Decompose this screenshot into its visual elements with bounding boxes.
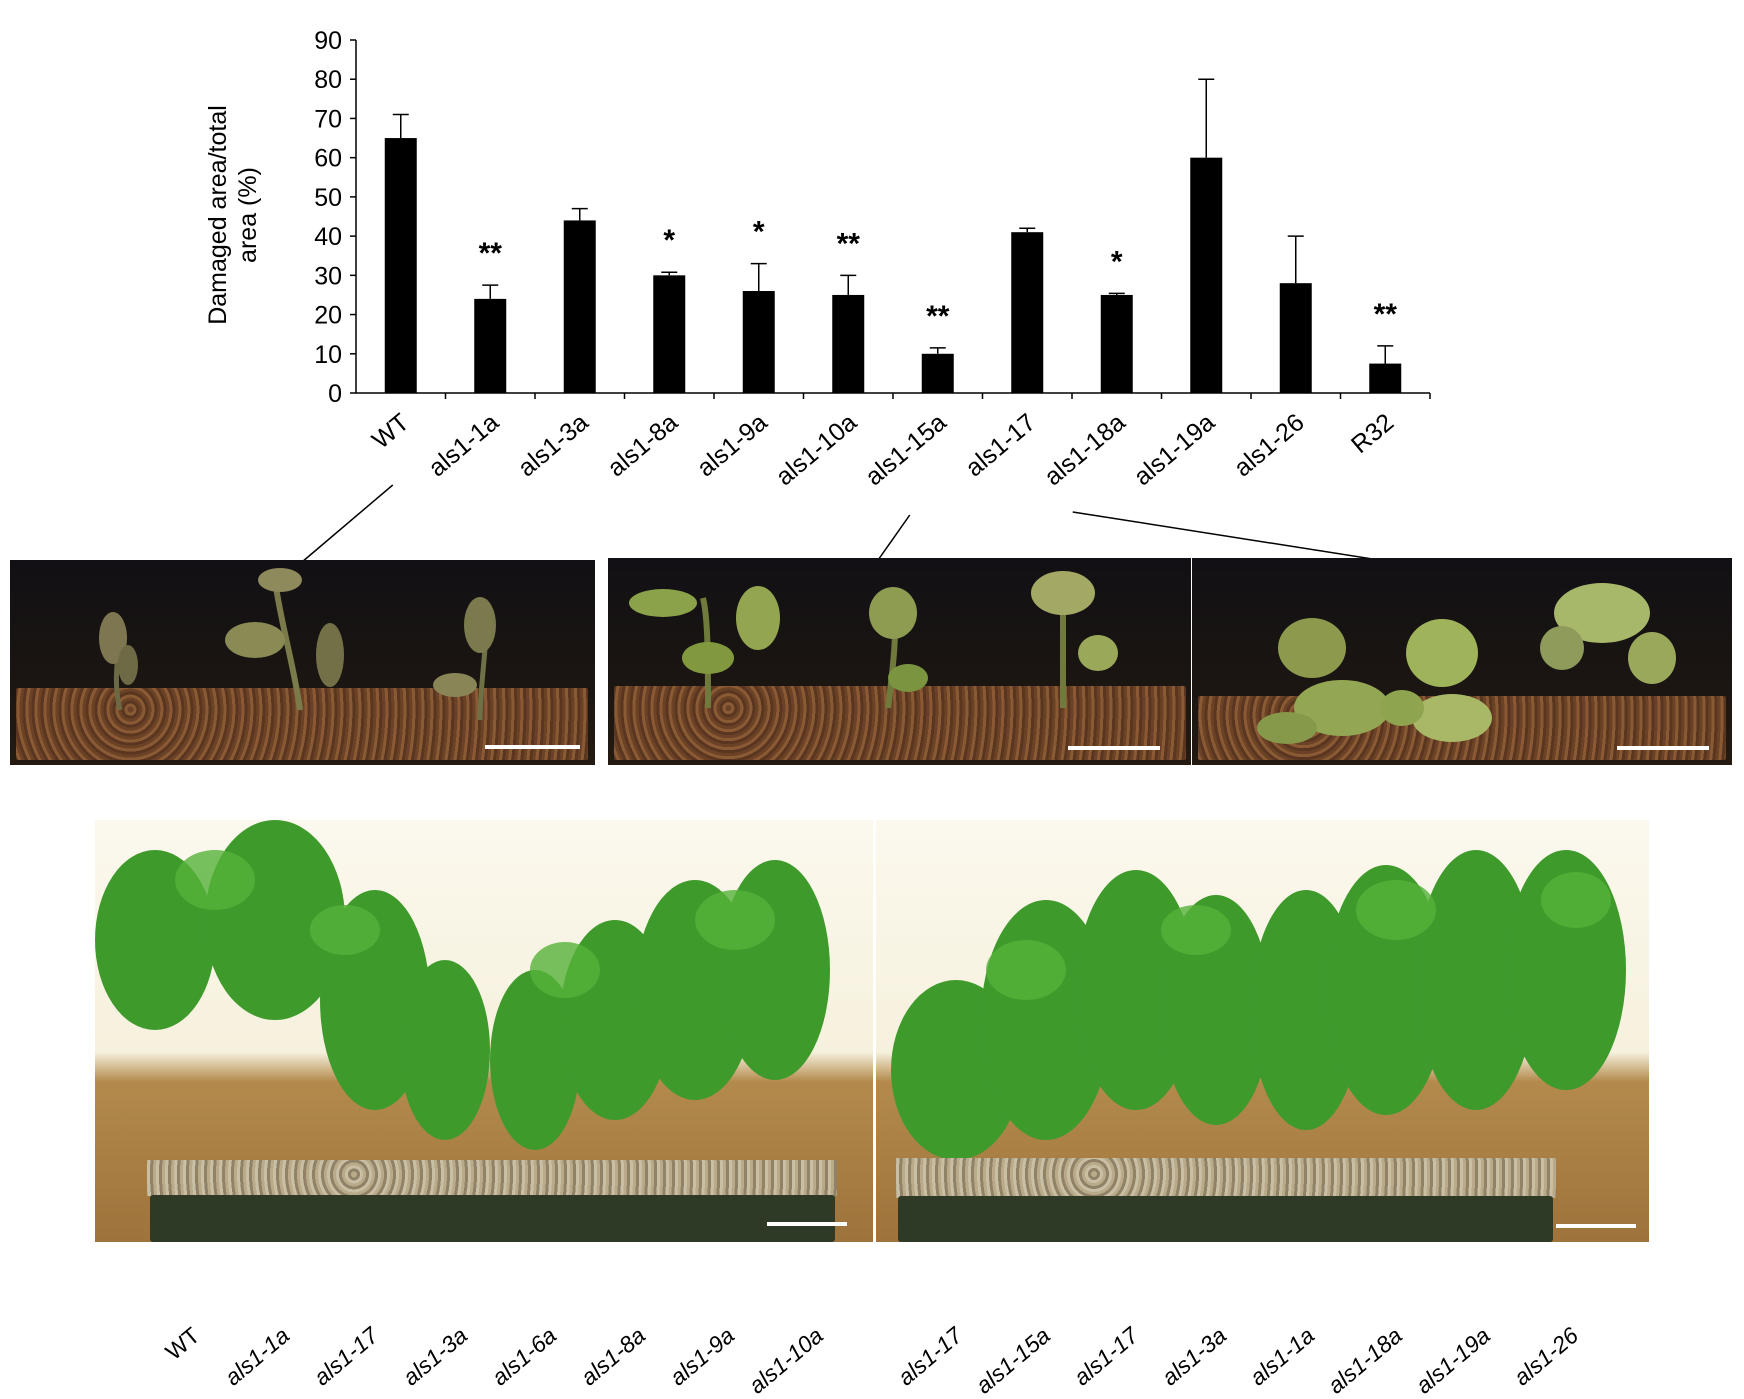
x-tick-label: als1-18a [1039, 408, 1131, 491]
x-tick-label: als1-3a [513, 408, 594, 482]
x-tick-label: als1-26 [1229, 408, 1310, 482]
bar-als1-3a [563, 220, 596, 393]
photo-label: als1-1a [1244, 1322, 1320, 1391]
y-tick-label: 70 [314, 105, 342, 133]
photo-label: WT [160, 1322, 205, 1365]
photo-label: als1-3a [397, 1322, 473, 1391]
chart-bars [384, 78, 1402, 393]
x-tick-label: als1-17 [960, 408, 1041, 482]
photo-label: als1-10a [743, 1322, 828, 1399]
y-tick-label: 20 [314, 302, 342, 330]
y-tick-label: 30 [314, 262, 342, 290]
y-tick-label: 50 [314, 184, 342, 212]
significance-marker: ** [926, 300, 950, 333]
photo-label: als1-9a [664, 1322, 740, 1391]
scale-bar [1068, 746, 1160, 750]
y-tick-label: 0 [328, 380, 342, 408]
significance-marker: * [753, 216, 765, 249]
callout-line-wt [301, 484, 394, 563]
scale-bar [1617, 746, 1709, 750]
y-axis-label-line: area (%) [234, 167, 262, 263]
photo-label: als1-3a [1156, 1322, 1232, 1391]
wilted-plants-illustration [99, 568, 496, 721]
bar-als1-19a [1190, 157, 1223, 393]
callout-line-als1-15a [875, 514, 911, 564]
bar-als1-15a [921, 353, 954, 393]
plants-illustration [1257, 583, 1676, 744]
photo-label: als1-17 [892, 1322, 968, 1391]
photo-label: als1-19a [1410, 1322, 1495, 1399]
bar-als1-17 [1011, 232, 1044, 393]
pot-tray [896, 1158, 1556, 1198]
y-tick-label: 10 [314, 341, 342, 369]
y-tick-label: 60 [314, 145, 342, 173]
photo-label: als1-17 [308, 1322, 384, 1391]
y-axis-label-line: Damaged area/total [204, 105, 232, 325]
scale-bar [767, 1222, 847, 1226]
photo-label: als1-18a [1322, 1322, 1407, 1399]
x-tick-label: als1-1a [423, 408, 504, 482]
significance-marker: ** [1374, 298, 1398, 331]
bar-als1-26 [1279, 283, 1312, 393]
significance-marker: * [1111, 245, 1123, 278]
y-tick-label: 80 [314, 66, 342, 94]
x-tick-label: als1-8a [602, 408, 683, 482]
bar-als1-1a [474, 298, 507, 393]
photo-label: als1-8a [575, 1322, 651, 1391]
photo-wt-plants [10, 560, 595, 765]
bar-als1-9a [742, 291, 775, 393]
significance-marker: * [663, 224, 675, 257]
scale-bar [1556, 1224, 1636, 1228]
chart-labels: WT ** als1-1a als1-3a * als1-8a * als1-9a ** als1… [367, 216, 1399, 492]
x-tick-label: als1-9a [692, 408, 773, 482]
significance-marker: ** [837, 227, 861, 260]
bar-R32 [1369, 363, 1402, 393]
x-tick-label: als1-10a [771, 408, 863, 491]
photo-als1-18a-plants [1192, 558, 1732, 765]
x-tick-label: als1-15a [860, 408, 952, 491]
pot-row [898, 1196, 1553, 1242]
photo-als1-15a-plants [608, 558, 1191, 765]
healthy-plants-illustration [95, 820, 830, 1150]
pot-tray [147, 1160, 837, 1196]
bar-WT [384, 138, 417, 393]
photo-label: als1-17 [1068, 1322, 1144, 1391]
bar-als1-10a [832, 294, 865, 393]
significance-marker: ** [479, 237, 503, 270]
photo-greenhouse-right [876, 820, 1649, 1242]
bar-chart: 0 10 20 30 40 50 60 70 80 90 Damaged area/total are… [204, 27, 1431, 569]
callout-lines [301, 484, 1431, 569]
photo-label: als1-6a [486, 1322, 562, 1391]
photo-label: als1-26 [1508, 1322, 1584, 1391]
pot-row [150, 1195, 835, 1242]
y-tick-label: 90 [314, 27, 342, 55]
bar-als1-8a [653, 275, 686, 393]
plants-illustration [629, 571, 1118, 709]
bar-als1-18a [1100, 294, 1133, 393]
x-tick-label: WT [367, 408, 415, 454]
photo-label: als1-1a [219, 1322, 295, 1391]
y-axis-label: Damaged area/total area (%) [204, 105, 262, 325]
photo-label: als1-15a [970, 1322, 1055, 1399]
photo-greenhouse-left [95, 820, 873, 1242]
chart-axes: 0 10 20 30 40 50 60 70 80 90 Damaged area/total are… [204, 27, 1431, 408]
y-tick-label: 40 [314, 223, 342, 251]
x-tick-label: R32 [1346, 408, 1399, 459]
x-tick-label: als1-19a [1129, 408, 1221, 491]
scale-bar [485, 745, 580, 749]
healthy-plants-illustration [891, 850, 1626, 1160]
